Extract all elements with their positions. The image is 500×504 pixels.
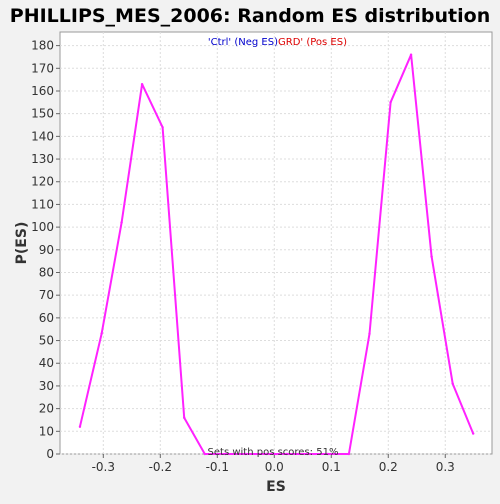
x-tick-label: 0.0 [265,460,284,474]
y-tick-label: 140 [31,129,54,143]
data-point [183,416,186,419]
y-tick-label: 40 [39,356,54,370]
y-tick-label: 20 [39,402,54,416]
y-tick-label: 170 [31,61,54,75]
data-point [265,452,268,456]
x-tick-label: -0.3 [92,460,115,474]
data-point [120,221,123,224]
data-point [140,82,144,86]
series-polyline [78,53,475,455]
data-point [285,452,289,456]
chart-title: PHILLIPS_MES_2006: Random ES distributio… [10,5,490,27]
x-tick-label: 0.3 [436,460,455,474]
y-tick-label: 50 [39,334,54,348]
y-tick-label: 60 [39,311,54,325]
data-point [430,255,433,258]
series-line [78,53,475,456]
data-point [100,332,103,335]
y-tick-label: 90 [39,243,54,257]
data-point [409,53,413,56]
data-point [203,452,206,456]
data-point [368,332,371,335]
data-point [161,126,164,129]
y-tick-label: 180 [31,39,54,53]
y-tick-label: 80 [39,265,54,279]
y-axis-label: P(ES) [14,222,30,265]
y-tick-label: 70 [39,288,54,302]
legend-entry-pos: GRD' (Pos ES) [278,37,347,48]
x-axis-label: ES [266,479,286,495]
y-tick-label: 130 [31,152,54,166]
annotation: Sets with pos scores: 51% [208,447,339,458]
x-tick-label: 0.1 [322,460,341,474]
data-point [326,452,330,456]
data-point [471,432,475,435]
y-tick-label: 150 [31,107,54,121]
data-point [244,452,247,456]
data-point [306,452,309,456]
data-point [389,101,392,104]
x-tick-label: -0.2 [149,460,172,474]
grid [60,32,492,455]
data-point [224,452,227,456]
axes: 0 10 20 30 40 50 60 70 80 90 100 110 120 130 140 150 160… [31,39,455,474]
y-tick-label: 100 [31,220,54,234]
x-tick-label: 0.2 [379,460,398,474]
plot-area [59,31,493,455]
x-tick-label: -0.1 [206,460,229,474]
data-point [78,425,82,428]
y-tick-label: 160 [31,84,54,98]
y-tick-label: 110 [31,197,54,211]
y-tick-label: 10 [39,424,54,438]
y-tick-label: 120 [31,175,54,189]
y-tick-label: 30 [39,379,54,393]
legend-entry-neg: 'Ctrl' (Neg ES) [208,37,278,48]
data-point [451,382,454,385]
data-point [347,452,351,456]
y-tick-label: 0 [46,447,54,461]
